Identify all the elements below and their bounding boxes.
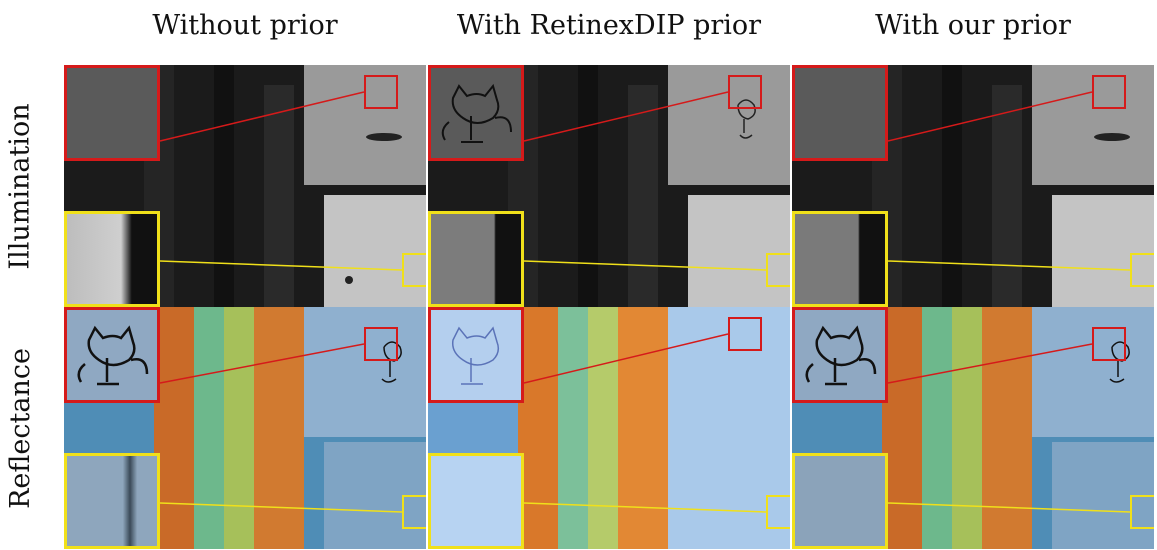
illumination-panel-our-prior: [792, 65, 1154, 307]
zoom-inset-yellow: [428, 453, 524, 549]
zoom-inset-red: [64, 65, 160, 161]
column-title-retinexdip-prior: With RetinexDIP prior: [456, 10, 762, 41]
zoom-inset-yellow: [64, 453, 160, 549]
cat-drawing-icon: [805, 325, 877, 386]
zoom-inset-yellow: [64, 211, 160, 307]
zoom-inset-red: [792, 307, 888, 403]
zoom-source-box-red: [1092, 75, 1126, 109]
zoom-inset-red: [428, 65, 524, 161]
reflectance-panel-retinexdip-prior: [428, 307, 790, 549]
zoom-inset-red: [428, 307, 524, 403]
zoom-connector-lines: [159, 91, 403, 271]
zoom-inset-yellow: [792, 211, 888, 307]
zoom-inset-yellow: [792, 453, 888, 549]
zoom-source-box-red: [1092, 327, 1126, 361]
zoom-connector-lines: [523, 333, 767, 513]
column-title-without-prior: Without prior: [152, 10, 338, 41]
zoom-source-box-yellow: [402, 495, 426, 529]
reflectance-panel-our-prior: [792, 307, 1154, 549]
zoom-connector-lines: [887, 343, 1131, 513]
zoom-source-box-red: [728, 317, 762, 351]
zoom-connector-lines: [159, 343, 403, 513]
zoom-source-box-red: [364, 327, 398, 361]
row-label-reflectance: Reflectance: [4, 347, 36, 509]
zoom-inset-red: [64, 307, 160, 403]
zoom-connector-lines: [887, 91, 1131, 271]
row-label-illumination: Illumination: [4, 102, 36, 270]
zoom-source-box-yellow: [1130, 253, 1154, 287]
zoom-source-box-yellow: [402, 253, 426, 287]
zoom-inset-red: [792, 65, 888, 161]
cat-drawing-icon: [441, 83, 512, 143]
column-title-our-prior: With our prior: [875, 10, 1071, 41]
zoom-source-box-yellow: [766, 495, 790, 529]
illumination-panel-retinexdip-prior: [428, 65, 790, 307]
reflectance-panel-without-prior: [64, 307, 426, 549]
zoom-source-box-yellow: [1130, 495, 1154, 529]
zoom-source-box-red: [728, 75, 762, 109]
cat-drawing-icon: [451, 326, 500, 385]
zoom-source-box-yellow: [766, 253, 790, 287]
zoom-inset-yellow: [428, 211, 524, 307]
zoom-connector-lines: [523, 91, 767, 271]
cat-drawing-icon: [77, 325, 149, 386]
illumination-panel-without-prior: [64, 65, 426, 307]
zoom-source-box-red: [364, 75, 398, 109]
